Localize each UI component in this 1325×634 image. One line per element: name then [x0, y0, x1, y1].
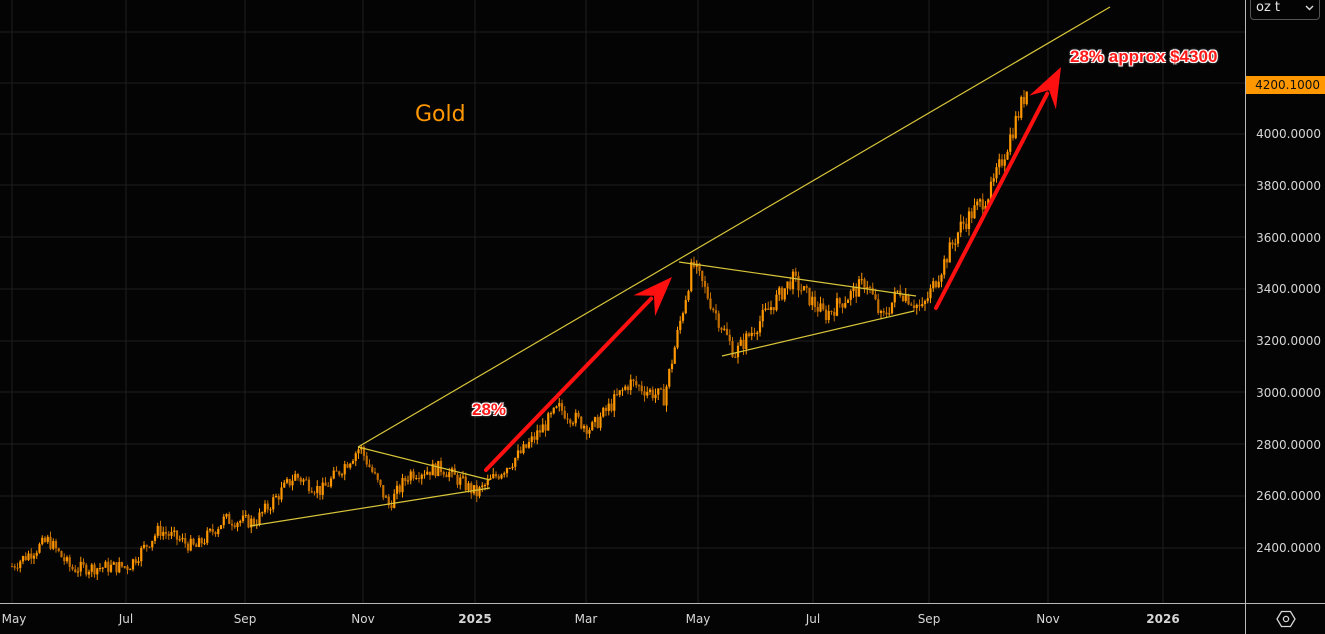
price-tick: 3200.0000	[1256, 334, 1321, 348]
price-tick: 3000.0000	[1256, 385, 1321, 400]
time-tick: Mar	[574, 612, 598, 626]
chart-title: Gold	[415, 102, 466, 127]
chart-plot-area[interactable]: Gold 28% 28% approx $4300	[0, 0, 1245, 603]
time-tick: 2026	[1146, 612, 1180, 626]
price-axis[interactable]: 4000.0000 3800.0000 3600.0000 3400.0000 3200…	[1245, 0, 1325, 603]
price-tick: 2800.0000	[1256, 437, 1321, 452]
price-tick: 4000.0000	[1256, 127, 1321, 141]
trendlines[interactable]	[249, 6, 1111, 527]
trendline-long-term-resistance[interactable]	[357, 6, 1111, 448]
time-axis[interactable]: May Jul Sep Nov 2025 Mar May Jul Sep Nov 2026	[0, 603, 1245, 634]
time-tick: May	[685, 612, 711, 626]
time-tick: Nov	[1036, 612, 1060, 626]
time-tick: Jul	[118, 612, 134, 626]
time-tick: Sep	[233, 612, 257, 626]
time-tick: Nov	[351, 612, 375, 626]
arrow-first-leg[interactable]	[484, 277, 672, 472]
price-tick: 2400.0000	[1256, 541, 1321, 555]
price-tick: 3400.0000	[1256, 282, 1321, 297]
chart-settings-button[interactable]	[1245, 603, 1325, 634]
projection-arrows[interactable]	[484, 67, 1061, 472]
time-tick: Sep	[917, 612, 941, 626]
price-tick: 3600.0000	[1256, 230, 1321, 245]
annotation-target-price[interactable]: 28% approx $4300	[1070, 47, 1218, 66]
gold-price-candles	[10, 89, 1028, 580]
arrow-projection[interactable]	[934, 67, 1061, 310]
trendline-triangle1-upper[interactable]	[357, 446, 491, 481]
time-tick: 2025	[458, 612, 492, 626]
price-tick: 2600.0000	[1256, 489, 1321, 504]
trendline-triangle2-lower[interactable]	[721, 310, 915, 357]
annotation-28-percent[interactable]: 28%	[472, 400, 507, 419]
trendline-triangle1-lower[interactable]	[249, 487, 491, 527]
grid-lines	[0, 0, 1245, 603]
price-tick: 3800.0000	[1256, 178, 1321, 193]
chevron-down-icon	[1305, 0, 1314, 15]
unit-dropdown[interactable]: oz t	[1250, 0, 1320, 20]
trendline-triangle2-upper[interactable]	[678, 261, 917, 297]
time-tick: Jul	[805, 612, 821, 626]
unit-label: oz t	[1256, 0, 1281, 15]
last-price-label: 4200.1000	[1246, 76, 1325, 94]
settings-hex-icon	[1276, 610, 1296, 628]
time-tick: May	[1, 612, 27, 626]
candlestick-chart[interactable]	[0, 0, 1245, 603]
